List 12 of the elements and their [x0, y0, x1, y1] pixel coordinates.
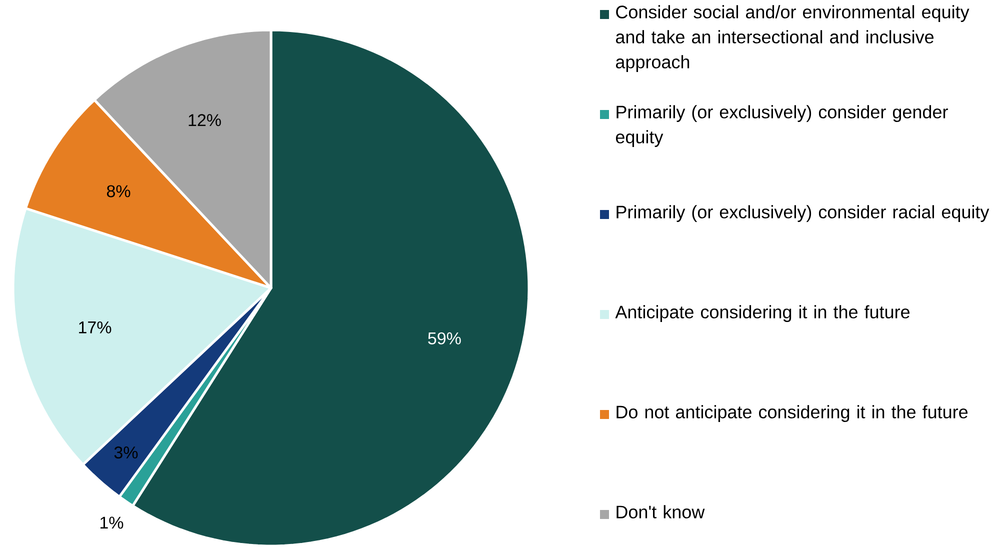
legend-label: Don't know [616, 505, 705, 518]
data-label: 8% [106, 185, 130, 198]
data-label: 3% [114, 446, 138, 459]
data-label: 1% [100, 516, 124, 529]
data-label: 59% [428, 332, 461, 344]
legend-label: Do not anticipate considering it in the future [616, 405, 968, 422]
data-label: 17% [79, 321, 112, 334]
legend-label: Consider social and/or environmental equity and take an intersectional and inclusive approach [616, 5, 970, 72]
data-label: 12% [188, 114, 221, 126]
legend-label: Primarily (or exclusively) consider gender equity [616, 105, 948, 147]
legend-label: Primarily (or exclusively) consider racial equity [616, 205, 990, 222]
legend-label: Anticipate considering it in the future [615, 305, 910, 322]
